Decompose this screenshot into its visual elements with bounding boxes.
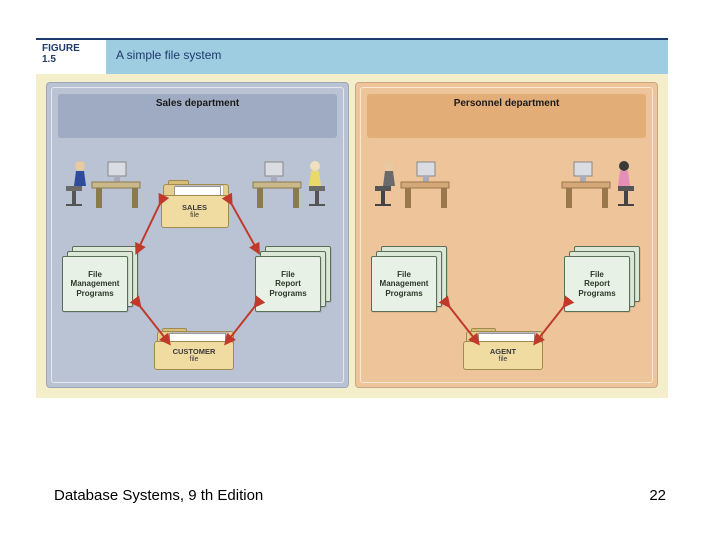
program-stack-sales-left: File Management Programs [62, 246, 140, 312]
folder-icon: AGENT file [463, 328, 551, 370]
folder-icon: SALES file [161, 180, 235, 228]
people-row-personnel [371, 148, 642, 210]
figure-number-box: FIGURE 1.5 [36, 38, 106, 74]
programs-row-sales: File Management Programs File Report Pro… [62, 246, 333, 312]
prog-label-personnel-left: File Management Programs [380, 270, 429, 298]
panels-row: Sales department [36, 74, 668, 398]
panel-personnel: Personnel department [355, 82, 658, 388]
figure-header: FIGURE 1.5 A simple file system [36, 38, 668, 74]
prog-label-personnel-right: File Report Programs [578, 270, 615, 298]
program-stack-sales-right: File Report Programs [255, 246, 333, 312]
dept-band-personnel: Personnel department [367, 94, 646, 138]
figure-title: A simple file system [116, 48, 221, 62]
panel-sales: Sales department [46, 82, 349, 388]
folder-sales-line1: SALES [182, 204, 207, 212]
folder-agent-line2: file [499, 356, 508, 364]
folder-sales-line2: file [190, 212, 199, 220]
dept-label-personnel: Personnel department [454, 98, 560, 109]
programs-row-personnel: File Management Programs File Report Pro… [371, 246, 642, 312]
desk-scene-sales-right [247, 152, 333, 210]
prog-label-sales-right: File Report Programs [269, 270, 306, 298]
dept-label-sales: Sales department [156, 98, 239, 109]
dept-band-sales: Sales department [58, 94, 337, 138]
footer-text: Database Systems, 9 th Edition [54, 487, 263, 504]
folder-customer-line2: file [190, 356, 199, 364]
panel-personnel-inner: Personnel department [360, 87, 653, 383]
bottom-folder-sales: CUSTOMER file [154, 328, 242, 370]
bottom-folder-personnel: AGENT file [463, 328, 551, 370]
program-stack-personnel-right: File Report Programs [564, 246, 642, 312]
prog-label-sales-left: File Management Programs [71, 270, 120, 298]
panel-sales-inner: Sales department [51, 87, 344, 383]
program-stack-personnel-left: File Management Programs [371, 246, 449, 312]
figure-title-box: A simple file system [106, 38, 668, 74]
folder-customer-line1: CUSTOMER [173, 348, 216, 356]
figure-label-prefix: FIGURE [42, 43, 80, 54]
figure-number: 1.5 [42, 54, 56, 65]
folder-agent-line1: AGENT [490, 348, 516, 356]
page-number: 22 [649, 487, 666, 504]
desk-scene-personnel-left [371, 152, 457, 210]
figure-container: FIGURE 1.5 A simple file system Sales de… [36, 38, 668, 398]
folder-icon: CUSTOMER file [154, 328, 242, 370]
desk-scene-sales-left [62, 152, 148, 210]
center-folder-sales: SALES file [161, 180, 235, 228]
desk-scene-personnel-right [556, 152, 642, 210]
